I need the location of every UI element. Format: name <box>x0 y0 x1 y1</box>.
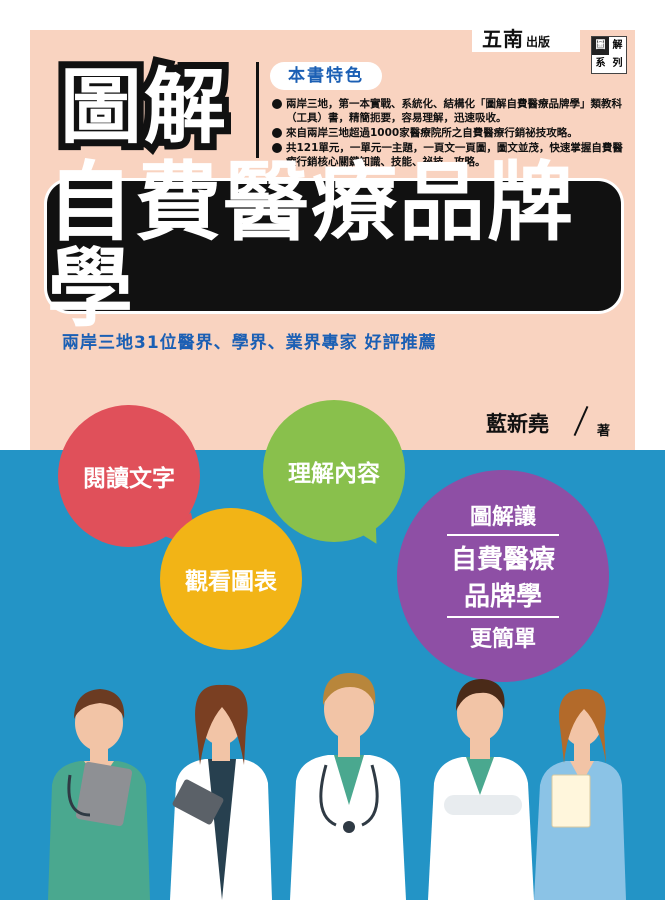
bubble-summary: 圖解讓 自費醫療 品牌學 更簡單 <box>397 470 609 682</box>
publisher-name: 五南 <box>482 27 524 51</box>
bullet-icon <box>272 143 282 153</box>
series-badge: 圖 解 系 列 <box>591 36 627 74</box>
summary-line: 更簡單 <box>469 627 536 652</box>
bubble-read: 閱讀文字 <box>58 405 200 547</box>
features-heading: 本書特色 <box>270 62 382 90</box>
medical-team-illustration <box>48 673 626 900</box>
doctor-figure <box>48 689 150 900</box>
doctor-figure <box>534 689 626 900</box>
publisher-suffix: 出版 <box>526 35 551 49</box>
bubble-view: 觀看圖表 <box>160 508 302 650</box>
feature-item: 兩岸三地，第一本實戰、系統化、結構化「圖解自費醫療品牌學」類教科（工具）書，精簡… <box>272 97 624 125</box>
brand-divider <box>256 62 259 158</box>
doctor-figure <box>170 684 272 900</box>
summary-line: 自費醫療 <box>450 545 555 575</box>
features-list: 兩岸三地，第一本實戰、系統化、結構化「圖解自費醫療品牌學」類教科（工具）書，精簡… <box>272 97 624 170</box>
publisher-logo: 五南 出版 <box>472 22 580 52</box>
book-title-box: 自費醫療品牌學 <box>44 160 624 332</box>
summary-rule <box>447 534 559 536</box>
feature-item: 共121單元，一單元一主題，一頁文一頁圖，圖文並茂，快速掌握自費醫療行銷核心關鍵… <box>272 141 624 169</box>
series-char: 系 <box>595 58 606 69</box>
feature-item: 來自兩岸三地超過1000家醫療院所之自費醫療行銷祕技攻略。 <box>272 126 624 140</box>
doctor-figure <box>428 679 534 900</box>
summary-line: 品牌學 <box>463 582 542 612</box>
bullet-icon <box>272 99 282 109</box>
bubble-understand: 理解內容 <box>263 400 405 542</box>
author-name: 藍新堯 <box>486 412 549 436</box>
summary-line: 圖解讓 <box>469 505 536 530</box>
bullet-icon <box>272 128 282 138</box>
brand-title: 圖解 <box>53 53 233 162</box>
doctor-figure <box>290 673 406 900</box>
series-char: 列 <box>612 58 623 69</box>
series-char: 圖 <box>592 37 609 55</box>
summary-rule <box>447 616 559 618</box>
book-title: 自費醫療品牌學 <box>47 153 575 339</box>
author-role: 著 <box>597 424 611 439</box>
series-char: 解 <box>612 40 623 51</box>
recommendation-line: 兩岸三地31位醫界、學界、業界專家 好評推薦 <box>62 333 437 353</box>
